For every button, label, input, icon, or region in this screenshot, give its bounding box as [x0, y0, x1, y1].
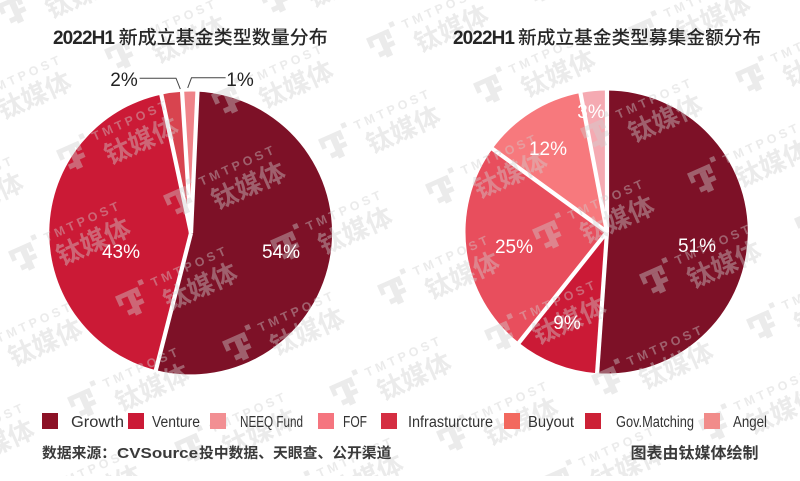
svg-text:2022H1: 2022H1	[453, 28, 515, 49]
svg-text:54%: 54%	[262, 242, 300, 263]
svg-text:9%: 9%	[553, 313, 581, 334]
svg-text:Infrasturcture: Infrasturcture	[408, 414, 493, 431]
svg-text:Venture: Venture	[152, 414, 200, 431]
svg-text:12%: 12%	[529, 139, 567, 160]
svg-text:2022H1: 2022H1	[53, 28, 115, 49]
svg-text:Angel: Angel	[733, 414, 767, 431]
svg-text:3%: 3%	[577, 102, 605, 123]
svg-text:NEEQ Fund: NEEQ Fund	[240, 414, 303, 431]
svg-text:43%: 43%	[102, 242, 140, 263]
svg-text:25%: 25%	[495, 237, 533, 258]
svg-text:Gov.Matching: Gov.Matching	[616, 414, 694, 431]
svg-text:CVSource: CVSource	[117, 446, 198, 462]
svg-text:2%: 2%	[110, 70, 138, 91]
svg-text:Growth: Growth	[71, 414, 124, 431]
svg-text:1%: 1%	[226, 70, 254, 91]
svg-text:FOF: FOF	[343, 414, 367, 431]
svg-text:51%: 51%	[678, 236, 716, 257]
svg-text:Buyout: Buyout	[528, 414, 575, 431]
